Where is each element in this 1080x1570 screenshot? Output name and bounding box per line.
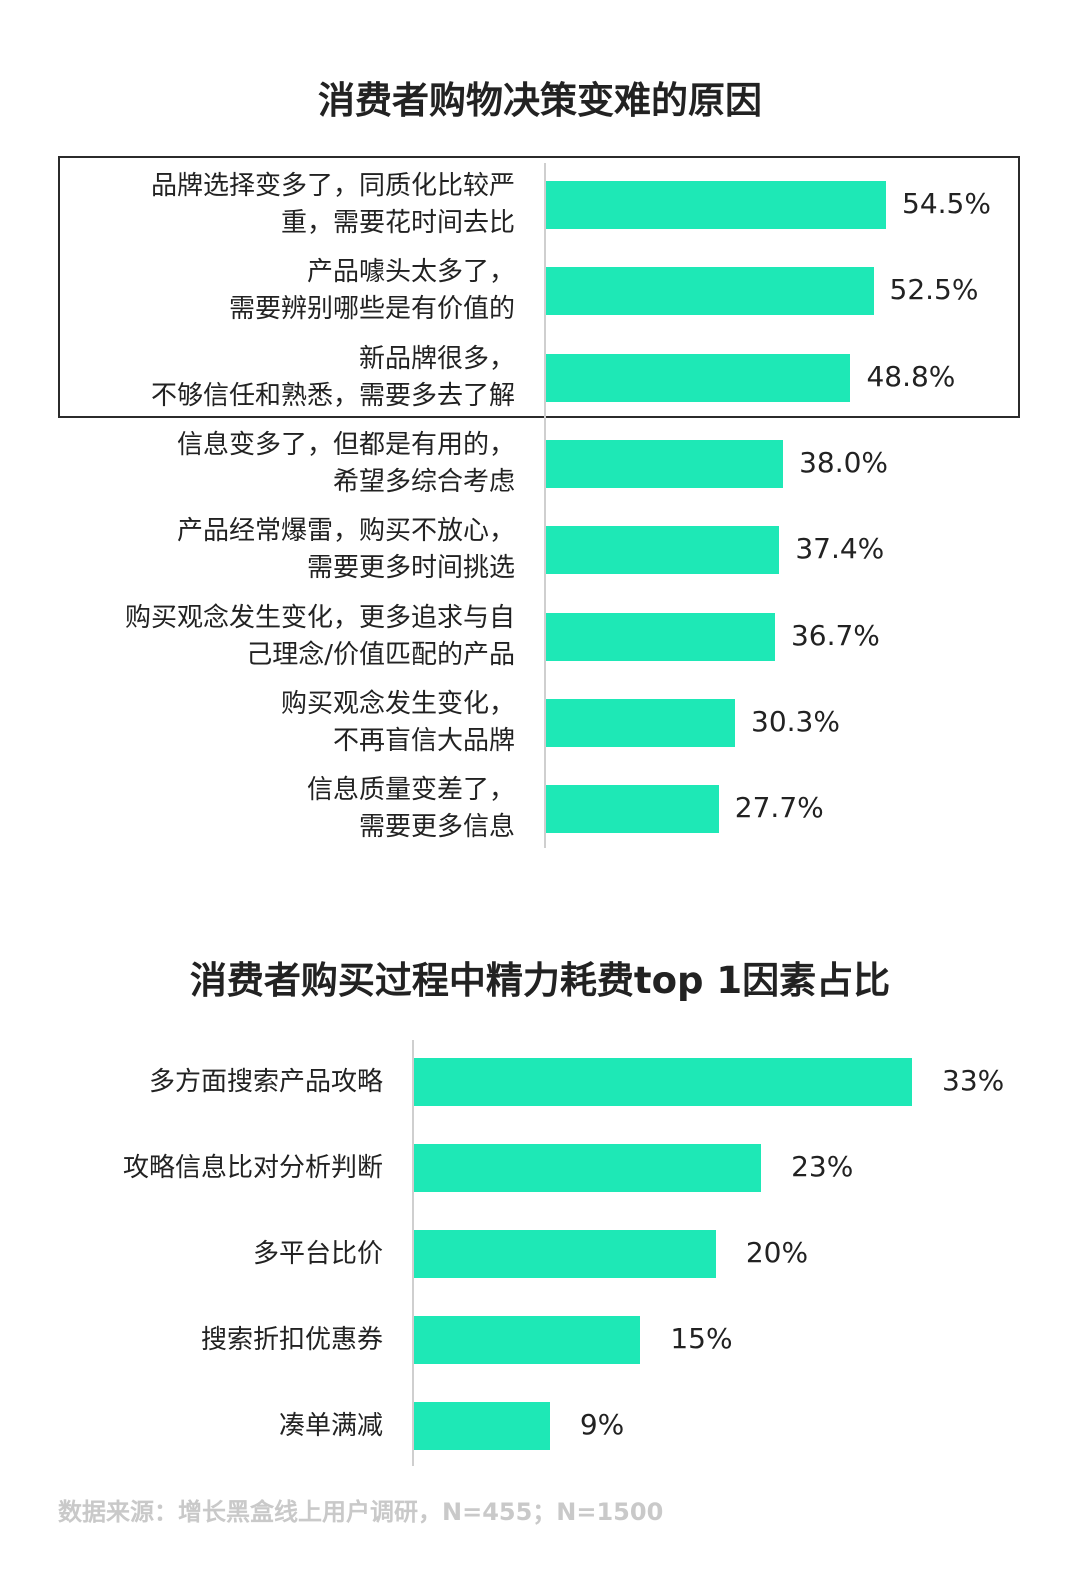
chart2-bar xyxy=(414,1144,762,1192)
chart1-bar xyxy=(546,785,719,834)
chart2-value-label: 23% xyxy=(791,1150,854,1183)
chart2-bar xyxy=(414,1230,716,1278)
chart1-bar xyxy=(546,526,780,575)
chart2-category-label: 多平台比价 xyxy=(252,1238,383,1269)
chart1-category-label: 购买观念发生变化，更多追求与自 己理念/价值匹配的产品 xyxy=(124,602,515,670)
chart2-bar xyxy=(414,1058,912,1106)
chart2-category-label: 凑单满减 xyxy=(278,1410,383,1441)
chart2-category-label: 多方面搜索产品攻略 xyxy=(148,1066,383,1097)
chart1-category-label: 品牌选择变多了，同质化比较严 重，需要花时间去比 xyxy=(150,171,515,238)
chart2-bar xyxy=(414,1402,550,1450)
chart2-bar xyxy=(414,1316,641,1364)
chart2-value-label: 15% xyxy=(670,1322,733,1355)
chart2-axis-line xyxy=(412,1040,414,1466)
chart1-category-label: 信息质量变差了， 需要更多信息 xyxy=(306,775,515,843)
chart2-value-label: 9% xyxy=(579,1408,625,1441)
chart2-title: 消费者购买过程中精力耗费top 1因素占比 xyxy=(189,959,891,1002)
highlight-box xyxy=(58,156,1020,418)
chart2-value-label: 20% xyxy=(745,1236,809,1269)
chart1-title: 消费者购物决策变难的原因 xyxy=(318,79,762,122)
chart1-value-label: 48.8% xyxy=(866,359,956,393)
chart2-category-label: 攻略信息比对分析判断 xyxy=(122,1152,383,1183)
chart1-category-label: 信息变多了，但都是有用的， 希望多综合考虑 xyxy=(176,429,515,497)
chart1-value-label: 30.3% xyxy=(751,704,840,738)
chart1-value-label: 54.5% xyxy=(902,187,991,220)
chart1-category-label: 新品牌很多， 不够信任和熟悉，需要多去了解 xyxy=(150,343,515,411)
chart1-value-label: 38.0% xyxy=(799,445,889,479)
chart1-value-label: 36.7% xyxy=(790,618,880,652)
chart1-bar xyxy=(546,267,874,316)
chart1-category-label: 产品经常爆雷，购买不放心， 需要更多时间挑选 xyxy=(176,516,515,584)
chart1-bar xyxy=(546,612,775,661)
chart2-category-label: 搜索折扣优惠券 xyxy=(200,1324,383,1355)
chart1-category-label: 产品噱头太多了， 需要辨别哪些是有价值的 xyxy=(228,257,515,325)
chart1-category-label: 购买观念发生变化， 不再盲信大品牌 xyxy=(280,688,515,756)
chart1-bar xyxy=(546,353,851,402)
chart1-bar xyxy=(546,439,784,488)
chart1-axis-line xyxy=(544,163,546,848)
data-source-note: 数据来源：增长黑盒线上用户调研，N=455；N=1500 xyxy=(58,1498,664,1526)
chart2-value-label: 33% xyxy=(942,1064,1005,1097)
chart1-value-label: 27.7% xyxy=(734,791,824,825)
chart1-value-label: 52.5% xyxy=(889,273,979,307)
chart1-bar xyxy=(546,181,886,229)
chart1-value-label: 37.4% xyxy=(795,532,885,566)
chart1-bar xyxy=(546,698,736,747)
